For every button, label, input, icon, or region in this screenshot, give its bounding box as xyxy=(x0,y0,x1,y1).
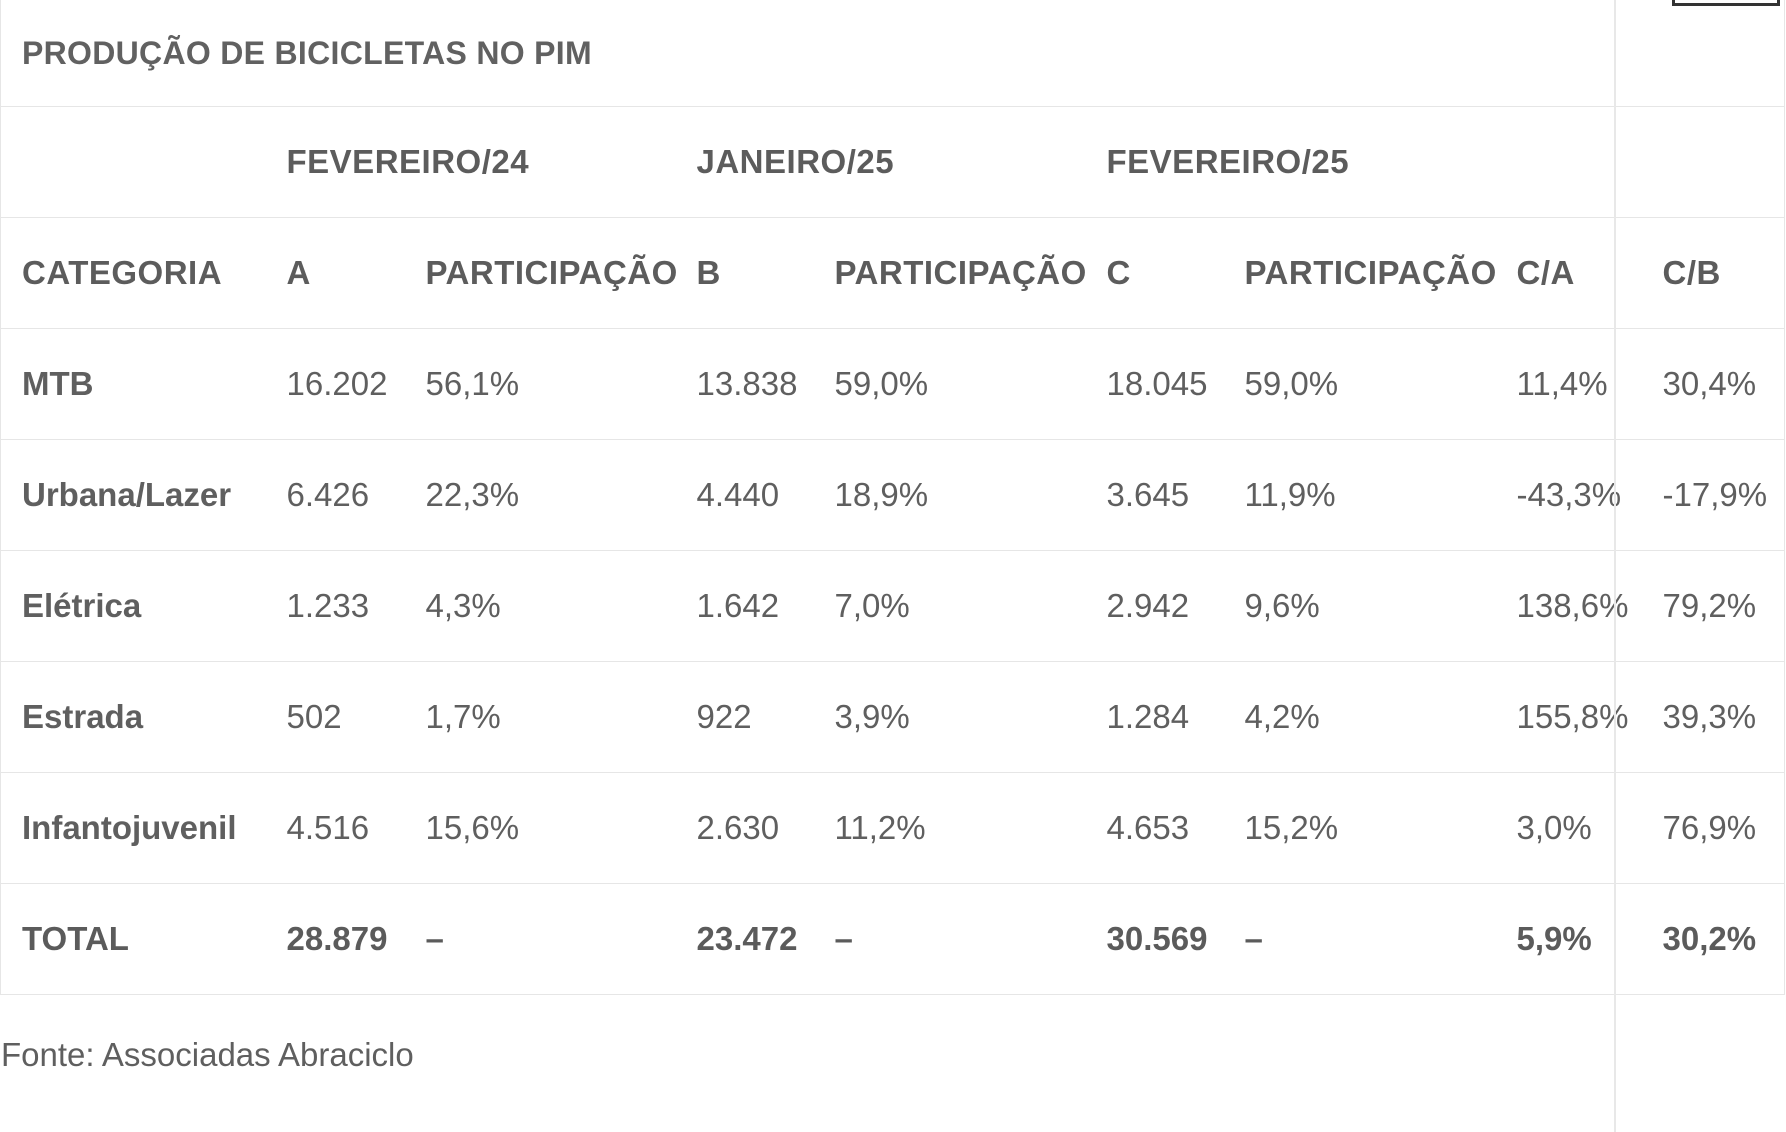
period-header-empty xyxy=(0,106,266,218)
table-cell: 11,2% xyxy=(813,772,1086,884)
total-cell: 5,9% xyxy=(1495,883,1642,995)
category-cell: MTB xyxy=(0,328,266,440)
column-header: A xyxy=(265,217,405,329)
table-cell: 79,2% xyxy=(1641,550,1785,662)
table-cell: 4,3% xyxy=(404,550,676,662)
table-cell: 15,2% xyxy=(1223,772,1496,884)
category-cell: Urbana/Lazer xyxy=(0,439,266,551)
table-cell: 4,2% xyxy=(1223,661,1496,773)
period-header-jan25: JANEIRO/25 xyxy=(675,106,1086,218)
scroll-boundary-line xyxy=(1614,0,1616,1132)
table-cell: -17,9% xyxy=(1641,439,1785,551)
table-cell: 16.202 xyxy=(265,328,405,440)
table-cell: -43,3% xyxy=(1495,439,1642,551)
category-cell: Infantojuvenil xyxy=(0,772,266,884)
table-cell: 1,7% xyxy=(404,661,676,773)
column-header: CATEGORIA xyxy=(0,217,266,329)
table-cell: 1.642 xyxy=(675,550,814,662)
total-cell: – xyxy=(813,883,1086,995)
table-cell: 7,0% xyxy=(813,550,1086,662)
period-header-row: FEVEREIRO/24 JANEIRO/25 FEVEREIRO/25 xyxy=(0,106,1785,218)
table-cell: 138,6% xyxy=(1495,550,1642,662)
total-cell: – xyxy=(404,883,676,995)
total-cell: – xyxy=(1223,883,1496,995)
total-cell: 28.879 xyxy=(265,883,405,995)
table-cell: 1.233 xyxy=(265,550,405,662)
table-cell: 155,8% xyxy=(1495,661,1642,773)
table-cell: 502 xyxy=(265,661,405,773)
table-cell: 11,4% xyxy=(1495,328,1642,440)
table-cell: 922 xyxy=(675,661,814,773)
category-cell: Estrada xyxy=(0,661,266,773)
table-cell: 4.653 xyxy=(1085,772,1224,884)
production-table-container: PRODUÇÃO DE BICICLETAS NO PIM FEVEREIRO/… xyxy=(0,0,1786,995)
table-row: Elétrica 1.233 4,3% 1.642 7,0% 2.942 9,6… xyxy=(0,550,1785,662)
table-cell: 76,9% xyxy=(1641,772,1785,884)
table-row: MTB 16.202 56,1% 13.838 59,0% 18.045 59,… xyxy=(0,328,1785,440)
column-header: B xyxy=(675,217,814,329)
table-row: Urbana/Lazer 6.426 22,3% 4.440 18,9% 3.6… xyxy=(0,439,1785,551)
column-header: C/B xyxy=(1641,217,1785,329)
table-cell: 1.284 xyxy=(1085,661,1224,773)
table-cell: 56,1% xyxy=(404,328,676,440)
table-cell: 3.645 xyxy=(1085,439,1224,551)
table-cell: 22,3% xyxy=(404,439,676,551)
corner-frame-decoration xyxy=(1672,0,1780,6)
table-row: Estrada 502 1,7% 922 3,9% 1.284 4,2% 155… xyxy=(0,661,1785,773)
table-cell: 4.516 xyxy=(265,772,405,884)
table-cell: 6.426 xyxy=(265,439,405,551)
column-header: PARTICIPAÇÃO xyxy=(404,217,677,329)
source-note: Fonte: Associadas Abraciclo xyxy=(1,1036,414,1073)
total-label: TOTAL xyxy=(0,883,266,995)
total-cell: 30.569 xyxy=(1085,883,1224,995)
table-title-row: PRODUÇÃO DE BICICLETAS NO PIM xyxy=(0,0,1785,107)
table-cell: 39,3% xyxy=(1641,661,1785,773)
table-cell: 15,6% xyxy=(404,772,676,884)
table-cell: 2.630 xyxy=(675,772,814,884)
table-cell: 30,4% xyxy=(1641,328,1785,440)
table-cell: 3,9% xyxy=(813,661,1086,773)
period-header-feb24: FEVEREIRO/24 xyxy=(265,106,676,218)
table-cell: 4.440 xyxy=(675,439,814,551)
table-row: Infantojuvenil 4.516 15,6% 2.630 11,2% 4… xyxy=(0,772,1785,884)
table-cell: 13.838 xyxy=(675,328,814,440)
total-row: TOTAL 28.879 – 23.472 – 30.569 – 5,9% 30… xyxy=(0,883,1785,995)
table-cell: 59,0% xyxy=(813,328,1086,440)
period-header-feb25: FEVEREIRO/25 xyxy=(1085,106,1496,218)
column-header: PARTICIPAÇÃO xyxy=(813,217,1086,329)
table-title: PRODUÇÃO DE BICICLETAS NO PIM xyxy=(0,0,1785,107)
category-cell: Elétrica xyxy=(0,550,266,662)
table-cell: 11,9% xyxy=(1223,439,1496,551)
column-header: C xyxy=(1085,217,1224,329)
period-header-empty-right xyxy=(1495,106,1785,218)
bicycle-production-table: PRODUÇÃO DE BICICLETAS NO PIM FEVEREIRO/… xyxy=(0,0,1786,995)
table-cell: 3,0% xyxy=(1495,772,1642,884)
table-cell: 18,9% xyxy=(813,439,1086,551)
column-header: C/A xyxy=(1495,217,1642,329)
table-cell: 59,0% xyxy=(1223,328,1496,440)
table-cell: 18.045 xyxy=(1085,328,1224,440)
column-header: PARTICIPAÇÃO xyxy=(1223,217,1496,329)
total-cell: 23.472 xyxy=(675,883,814,995)
total-cell: 30,2% xyxy=(1641,883,1785,995)
table-cell: 2.942 xyxy=(1085,550,1224,662)
table-cell: 9,6% xyxy=(1223,550,1496,662)
column-header-row: CATEGORIA A PARTICIPAÇÃO B PARTICIPAÇÃO … xyxy=(0,217,1785,329)
